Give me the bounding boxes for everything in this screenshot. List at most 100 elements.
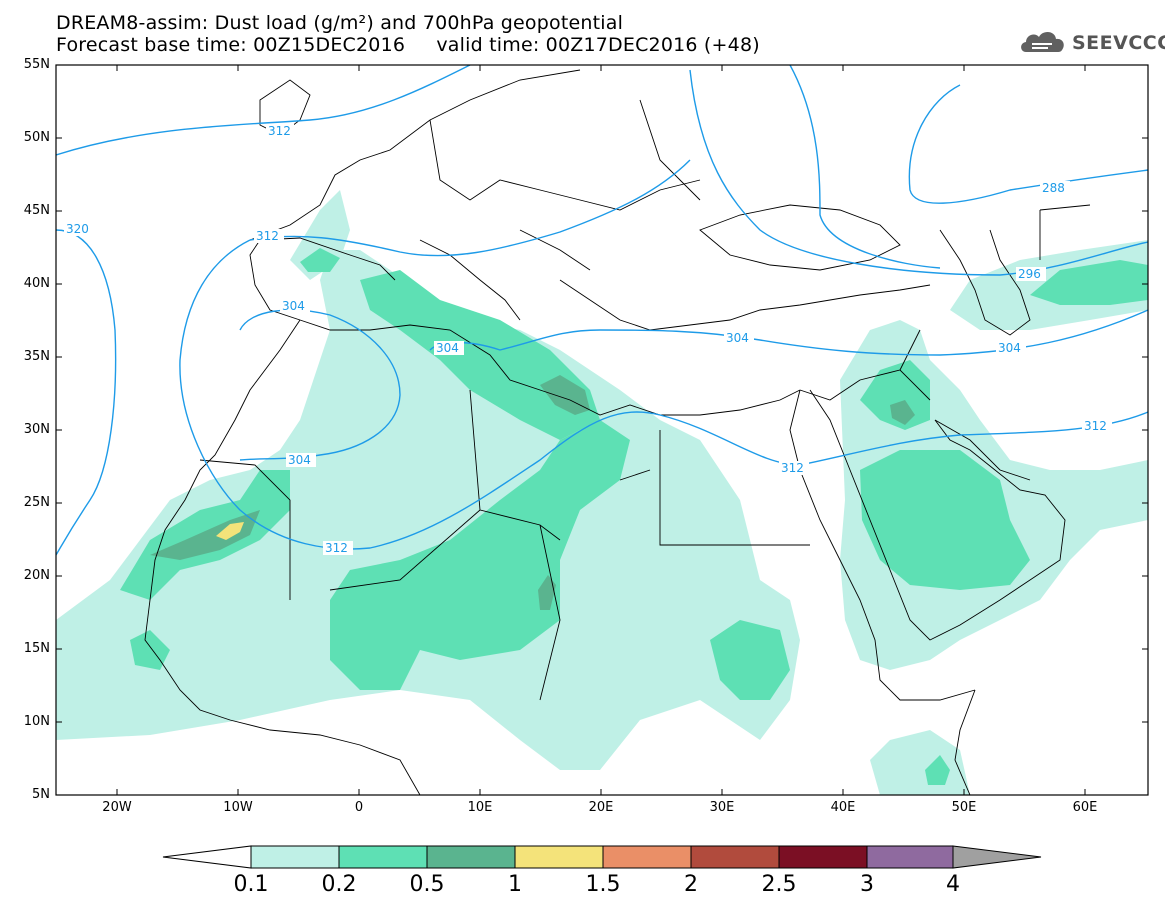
lon-label: 60E [1072,800,1098,815]
contour-label: 288 [1042,181,1065,195]
contour-line-312-north [56,65,471,156]
colorbar-label: 0.1 [233,872,269,897]
border-middle-east [799,204,1091,401]
dust-core-chad [538,575,556,610]
colorbar-bin-2.5-3 [778,845,868,869]
coast-greece-turkey [559,279,931,331]
dust-peak [216,522,244,540]
contour-line-312-mid [179,239,1148,550]
lat-label: 40N [23,276,50,291]
coast-arabia [809,389,1066,641]
lon-label: 0 [354,800,364,815]
lon-label: 20E [588,800,614,815]
colorbar-label: 4 [946,872,960,897]
forecast-time-line: Forecast base time: 00Z15DEC2016 valid t… [56,34,760,56]
colorbar [162,845,1042,869]
axis-ticks [56,64,1148,796]
dust-patch-arabia [860,450,1030,590]
contour-line-296 [689,69,1148,276]
dust-region-horn [870,730,970,795]
dust-core-western-sahara [150,510,260,560]
contour-label: 312 [1084,419,1107,433]
coastlines [144,69,1091,795]
lat-label: 30N [23,422,50,437]
colorbar-label: 0.5 [409,872,445,897]
colorbar-bin-3-4 [866,845,954,869]
colorbar-label: 3 [860,872,874,897]
coast-uk [259,79,311,136]
colorbar-bin-1-1.5 [514,845,604,869]
contour-label: 296 [1018,267,1041,281]
coast-africa-west [144,319,421,795]
lat-label: 35N [23,349,50,364]
lon-label: 10E [467,800,493,815]
border-sahara [199,389,810,701]
colorbar-bin-1.5-2 [602,845,692,869]
coast-red-sea-west [789,389,976,701]
lon-label: 20W [102,800,132,815]
contour-line-288 [908,84,1148,204]
colorbar-low-arrow [162,845,252,869]
cloud-icon [1021,31,1064,52]
contour-label: 304 [998,341,1021,355]
lat-label: 55N [23,57,50,72]
logo-text: SEEVCCC [1072,32,1165,54]
contour-line-320 [56,229,117,556]
contour-labels: 312 320 312 304 304 304 312 288 296 304 … [64,124,1112,555]
contour-label: 312 [325,541,348,555]
dust-region-west-africa [56,250,800,770]
contour-label: 304 [282,299,305,313]
contour-label: 304 [726,331,749,345]
lon-label: 40E [830,800,856,815]
lat-label: 20N [23,568,50,583]
contour-line-312-upper [249,159,691,257]
dust-band-north [360,270,600,440]
lat-label: 5N [32,787,50,802]
colorbar-bin-2-2.5 [690,845,780,869]
coast-europe [249,69,581,241]
dust-patch-caspian [1030,260,1148,305]
coast-med-south [299,319,801,416]
colorbar-bin-0.2-0.5 [338,845,428,869]
dust-patch-horn [925,755,950,785]
lat-label: 50N [23,130,50,145]
lon-label: 50E [951,800,977,815]
contour-label: 304 [288,453,311,467]
colorbar-label: 2 [684,872,698,897]
border-europe [429,99,701,271]
coast-black-sea [699,204,901,271]
contour-label: 312 [781,461,804,475]
dust-band-sahel [330,420,630,690]
lat-label: 10N [23,714,50,729]
lon-label: 10W [223,800,253,815]
contour-line-russia [789,65,941,269]
colorbar-high-arrow [952,845,1042,869]
map-title: DREAM8-assim: Dust load (g/m²) and 700hP… [56,12,624,34]
dust-core-libya [540,375,590,415]
lat-label: 45N [23,203,50,218]
dust-patch-spain [300,248,340,272]
contour-label: 312 [268,124,291,138]
colorbar-label: 0.2 [321,872,357,897]
colorbar-bin-0.5-1 [426,845,516,869]
seevccc-logo: SEEVCCC [1018,26,1165,58]
colorbar-bin-0.1-0.2 [250,845,340,869]
colorbar-label: 1.5 [585,872,621,897]
dust-load-field [56,190,1148,795]
lat-label: 15N [23,641,50,656]
contour-label: 320 [66,222,89,236]
colorbar-label: 2.5 [761,872,797,897]
dust-core-iraq [890,400,915,425]
dust-patch-sudan [710,620,790,700]
colorbar-label: 1 [508,872,522,897]
lat-label: 25N [23,495,50,510]
coast-italy [419,239,521,321]
lon-label: 30E [709,800,735,815]
contour-label: 312 [256,229,279,243]
contour-label: 304 [436,341,459,355]
coast-caspian [939,229,1031,336]
coast-gulf [934,419,1031,481]
coast-horn [954,689,976,795]
map-frame [55,64,1149,796]
